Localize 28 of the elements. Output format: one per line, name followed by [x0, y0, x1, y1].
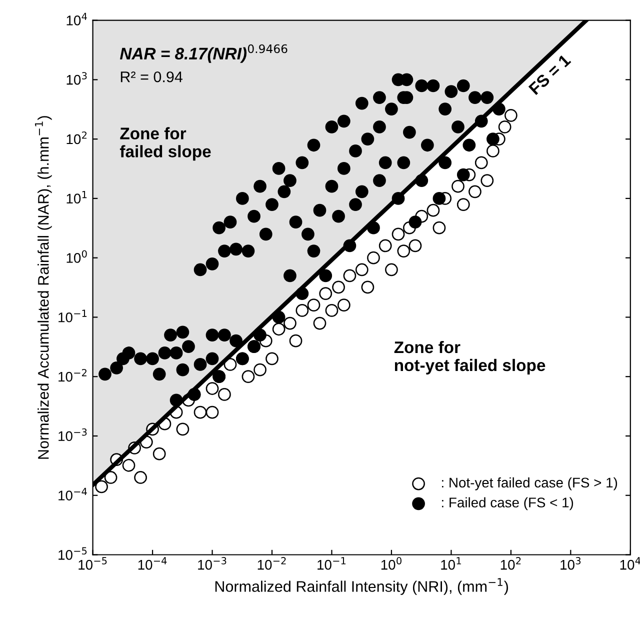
- x-tick-label: 10$^{−3}$: [198, 557, 226, 570]
- y-tick-label: 10$^{1}$: [66, 190, 87, 204]
- x-tick-label: 10$^{3}$: [560, 557, 581, 570]
- legend-label: : Not-yet failed case (FS > 1): [442, 477, 618, 490]
- x-tick-label: 10$^{−2}$: [258, 557, 286, 570]
- annotation: R² = 0.94: [120, 71, 182, 82]
- x-tick-label: 10$^{−4}$: [138, 557, 167, 570]
- x-tick-label: 10$^{2}$: [500, 557, 521, 570]
- y-tick-label: 10$^{−3}$: [58, 428, 87, 442]
- x-tick-label: 10$^{−5}$: [78, 557, 107, 570]
- annotation: Zone for failed slope: [120, 127, 211, 161]
- annotation: Zone for not-yet failed slope: [394, 340, 546, 374]
- legend-label: : Failed case (FS < 1): [442, 497, 574, 510]
- y-tick-label: 10$^{−4}$: [58, 488, 87, 500]
- y-tick-label: 10$^{3}$: [66, 72, 87, 85]
- y-tick-label: 10$^{2}$: [66, 131, 87, 144]
- x-tick-label: 10$^{1}$: [441, 557, 461, 570]
- annotation: NAR = 8.17(NRI)$^{0.9466}$: [120, 44, 288, 63]
- y-tick-label: 10$^{−5}$: [58, 547, 87, 560]
- y-tick-label: 10$^{0}$: [66, 250, 87, 263]
- y-tick-label: 10$^{−2}$: [58, 368, 86, 382]
- x-axis-title: Normalized Rainfall Intensity (NRI), (mm$^{−1}$): [215, 578, 508, 595]
- x-tick-label: 10$^{−1}$: [318, 557, 346, 570]
- y-tick-label: 10$^{4}$: [66, 12, 87, 26]
- y-axis-title: Normalized Accumulated Rainfall (NAR), (h.mm$^{−1}$): [35, 116, 52, 459]
- x-tick-label: 10$^{0}$: [381, 557, 402, 570]
- y-tick-label: 10$^{−1}$: [58, 310, 87, 322]
- annotation: FS = 1: [528, 54, 572, 96]
